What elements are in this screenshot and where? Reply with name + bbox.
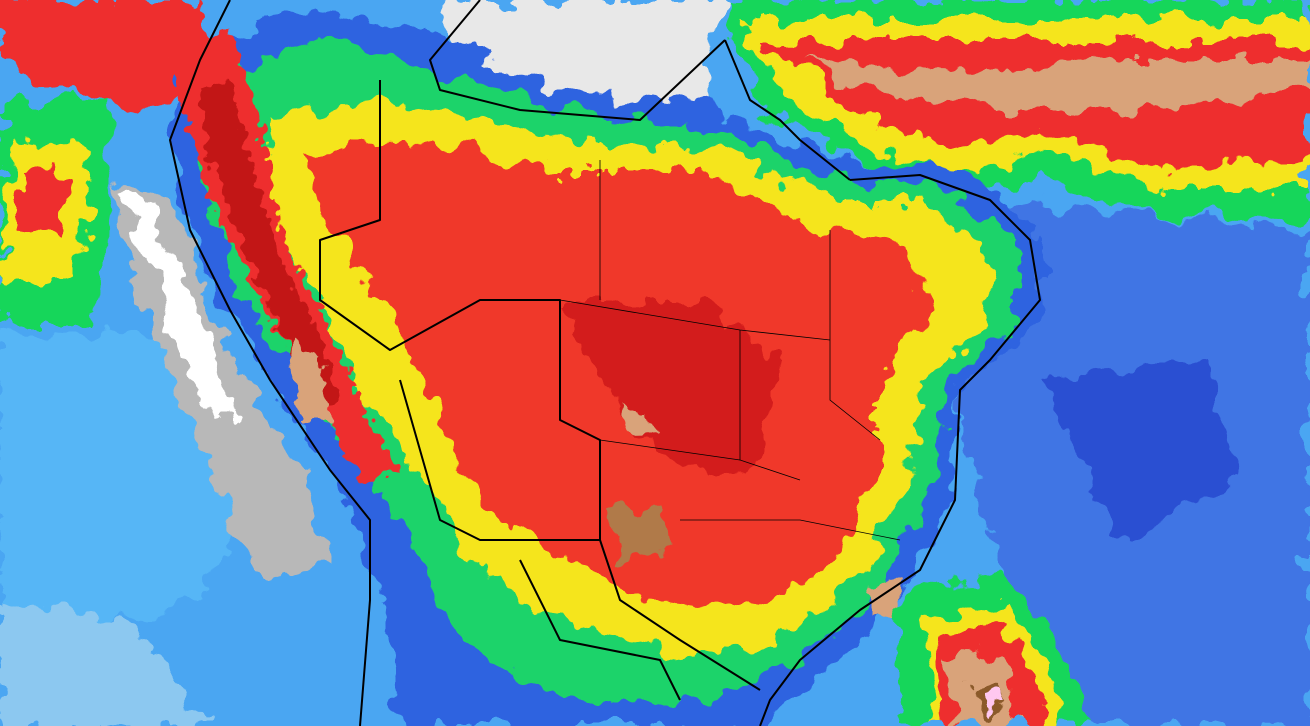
south-storm: [900, 570, 1090, 726]
sw-field: [0, 600, 210, 726]
coastline-east: [759, 174, 1041, 726]
bolivia-border: [399, 379, 600, 541]
coastline-north: [724, 39, 851, 181]
coastal-dry: [120, 190, 240, 420]
coastline-west: [169, 0, 371, 726]
paraguay-border: [519, 559, 681, 701]
andes: [170, 30, 400, 480]
guianas-border: [429, 0, 726, 121]
atlantic-core: [1040, 360, 1240, 540]
land-fields: [170, 10, 1040, 726]
state-borders: [559, 160, 901, 541]
atlantic-band: [0, 0, 1310, 320]
